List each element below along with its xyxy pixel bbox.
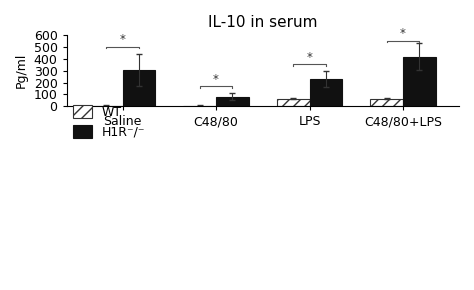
Bar bbox=[403, 57, 436, 106]
Legend: WT, H1R⁻/⁻: WT, H1R⁻/⁻ bbox=[73, 106, 145, 139]
Text: *: * bbox=[213, 72, 219, 86]
Text: *: * bbox=[400, 27, 406, 40]
Title: IL-10 in serum: IL-10 in serum bbox=[208, 15, 318, 30]
Bar bbox=[370, 99, 403, 106]
Bar bbox=[216, 97, 249, 106]
Text: *: * bbox=[120, 33, 126, 46]
Bar bbox=[123, 70, 155, 106]
Bar bbox=[310, 79, 342, 106]
Y-axis label: Pg/ml: Pg/ml bbox=[15, 53, 28, 88]
Text: *: * bbox=[307, 51, 312, 64]
Bar bbox=[277, 99, 310, 106]
